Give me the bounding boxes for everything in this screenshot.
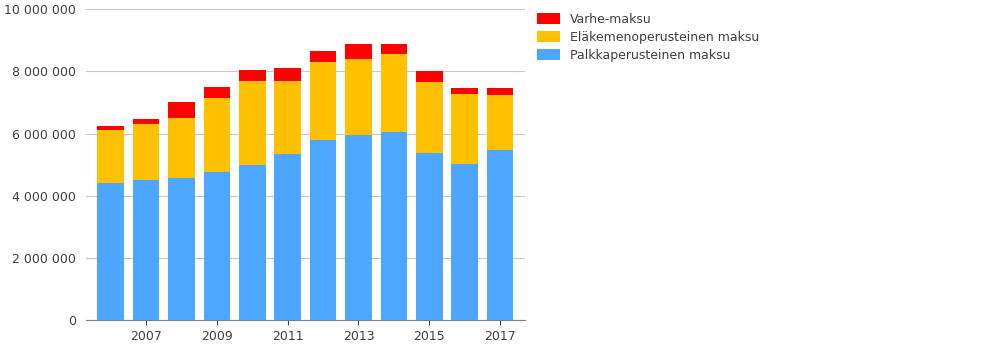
- Bar: [168, 178, 195, 320]
- Bar: [345, 44, 371, 59]
- Bar: [487, 95, 513, 150]
- Bar: [451, 164, 478, 320]
- Bar: [451, 88, 478, 94]
- Bar: [168, 102, 195, 118]
- Bar: [133, 124, 160, 180]
- Bar: [309, 140, 336, 320]
- Bar: [133, 119, 160, 124]
- Bar: [309, 51, 336, 62]
- Bar: [380, 54, 407, 132]
- Bar: [239, 70, 265, 81]
- Bar: [97, 130, 124, 183]
- Bar: [416, 71, 442, 82]
- Bar: [97, 126, 124, 130]
- Bar: [133, 180, 160, 320]
- Bar: [345, 59, 371, 135]
- Bar: [416, 153, 442, 320]
- Bar: [274, 154, 301, 320]
- Bar: [487, 150, 513, 320]
- Bar: [380, 44, 407, 54]
- Bar: [274, 81, 301, 154]
- Bar: [309, 62, 336, 140]
- Bar: [274, 68, 301, 81]
- Bar: [416, 82, 442, 153]
- Bar: [168, 118, 195, 178]
- Bar: [487, 88, 513, 95]
- Bar: [204, 87, 231, 98]
- Bar: [380, 132, 407, 320]
- Bar: [239, 164, 265, 320]
- Legend: Varhe-maksu, Eläkemenoperusteinen maksu, Palkkaperusteinen maksu: Varhe-maksu, Eläkemenoperusteinen maksu,…: [533, 9, 762, 66]
- Bar: [97, 183, 124, 320]
- Bar: [345, 135, 371, 320]
- Bar: [239, 81, 265, 164]
- Bar: [204, 172, 231, 320]
- Bar: [451, 94, 478, 164]
- Bar: [204, 98, 231, 172]
